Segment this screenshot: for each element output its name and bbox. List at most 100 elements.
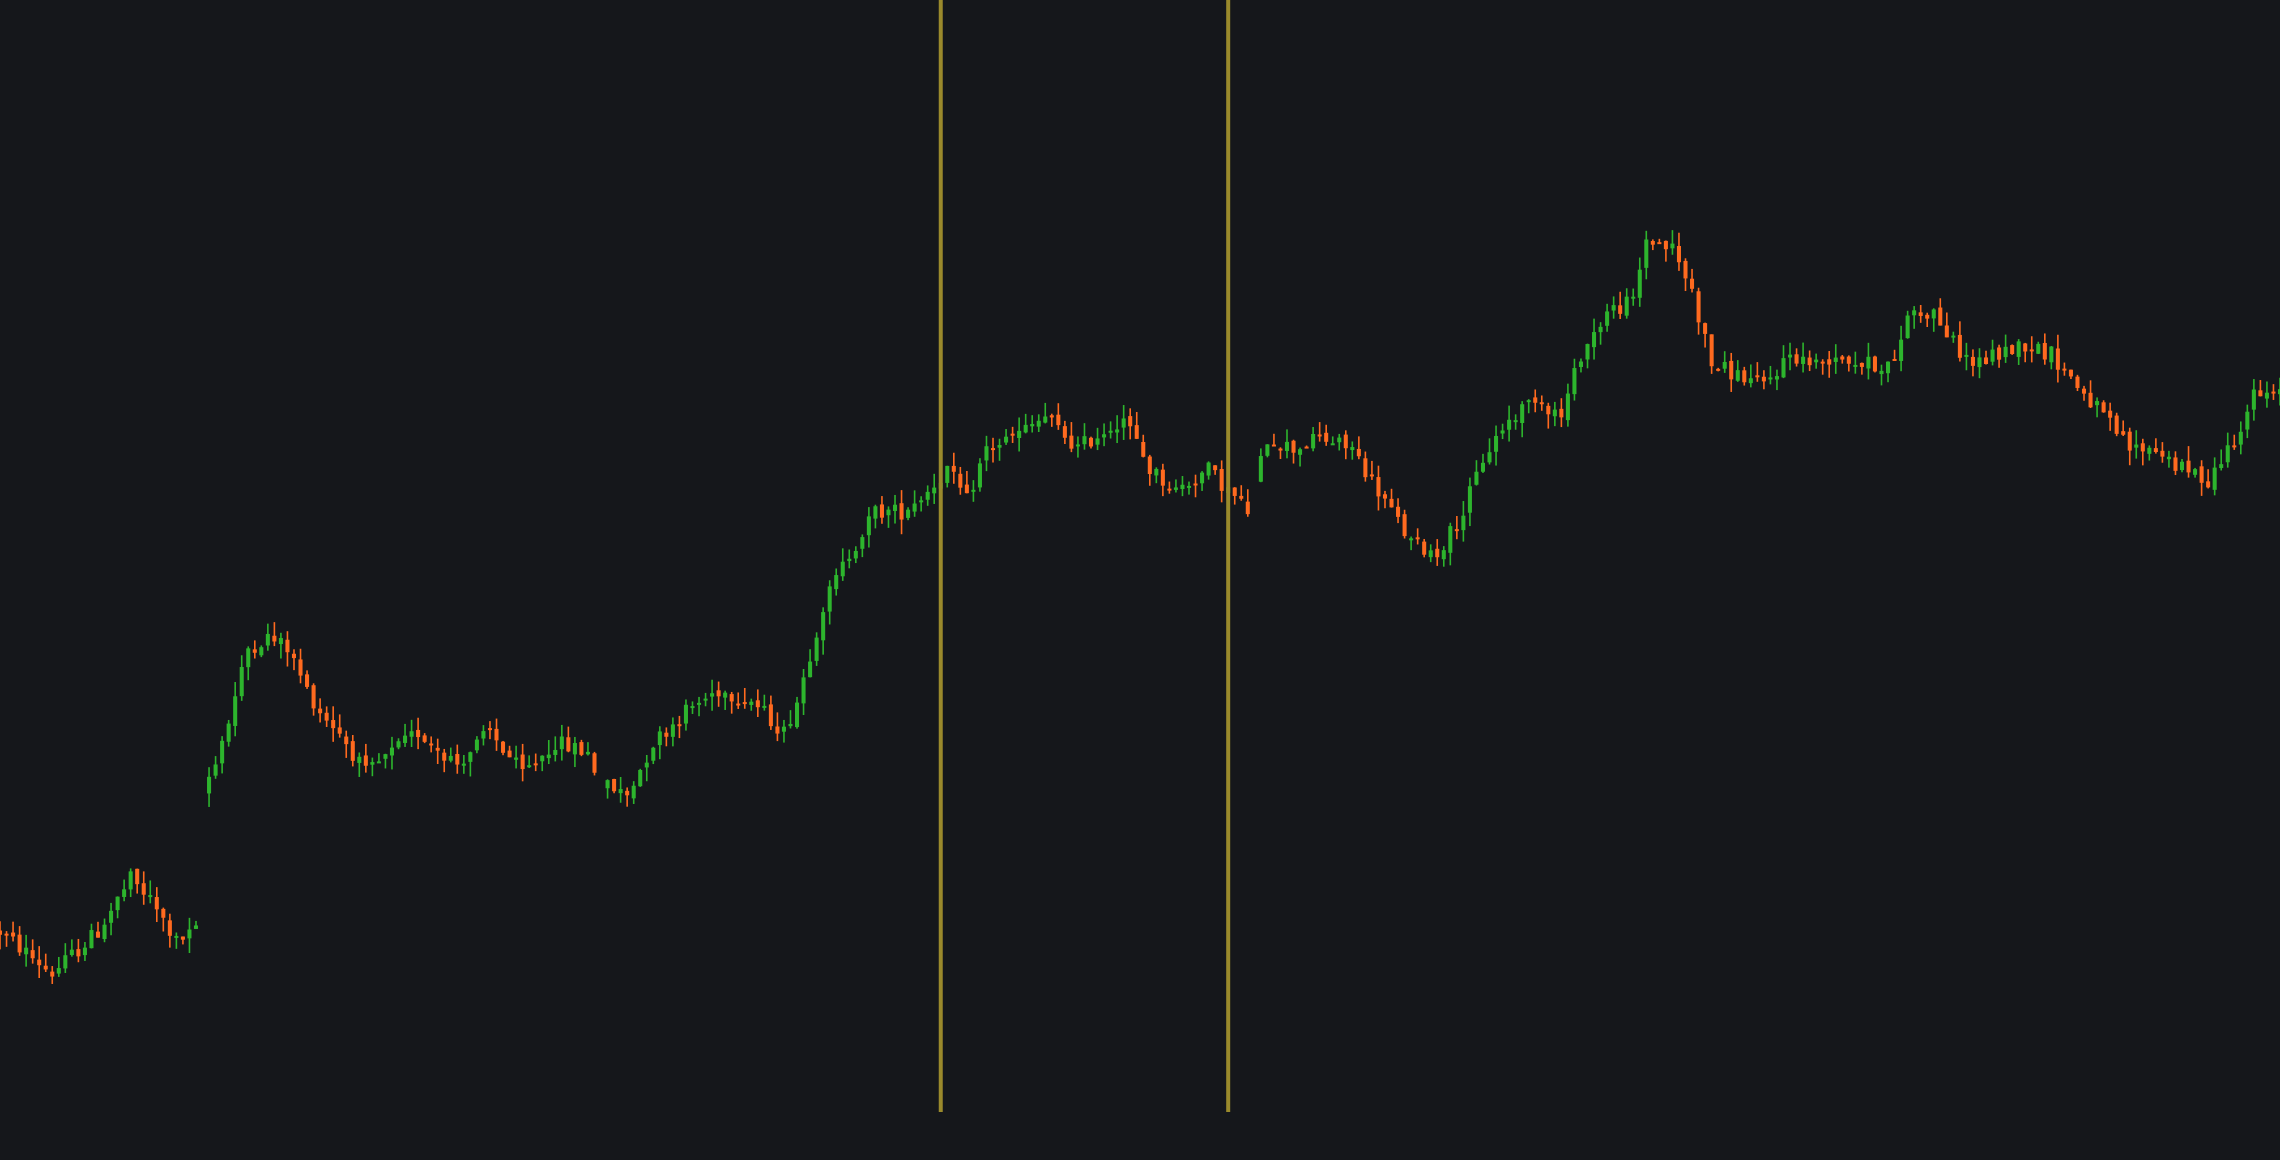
candle-down: [30, 950, 35, 959]
candle-up: [1017, 430, 1022, 438]
candle-up: [945, 465, 950, 483]
candle-up: [1833, 357, 1838, 362]
candle-down: [1696, 291, 1701, 323]
candle-down: [11, 932, 16, 937]
candle-down: [337, 727, 342, 734]
candle-up: [220, 740, 225, 764]
candle-down: [487, 728, 492, 731]
candle-down: [1343, 434, 1348, 449]
candle-up: [115, 896, 120, 911]
candle-down: [2127, 431, 2132, 451]
candle-down: [1304, 446, 1309, 449]
candle-down: [1134, 425, 1139, 439]
candle-up: [2036, 343, 2041, 354]
candle-up: [89, 930, 94, 949]
candle-down: [1709, 334, 1714, 367]
candle-down: [2075, 376, 2080, 388]
candle-up: [997, 445, 1002, 448]
candle-down: [350, 741, 355, 761]
candle-down: [1402, 514, 1407, 537]
candle-down: [1382, 494, 1388, 499]
candle-up: [1409, 538, 1414, 541]
candle-down: [1918, 312, 1923, 316]
candle-up: [24, 947, 29, 955]
candle-up: [207, 776, 212, 794]
candle-up: [2166, 456, 2171, 460]
candle-up: [1500, 430, 1505, 434]
candle-up: [690, 706, 695, 709]
candle-up: [2245, 411, 2250, 430]
candle-down: [1820, 361, 1825, 364]
candle-up: [651, 747, 656, 761]
candle-up: [1801, 356, 1806, 364]
candle-up: [389, 747, 395, 756]
candle-up: [1043, 416, 1048, 423]
candle-up: [546, 754, 551, 759]
candle-up: [1598, 326, 1603, 333]
candle-up: [873, 506, 878, 519]
candle-down: [272, 635, 277, 642]
candle-up: [1899, 339, 1904, 361]
candle-up: [1670, 243, 1675, 249]
candle-up: [122, 889, 127, 897]
candle-up: [56, 968, 61, 974]
candle-up: [2238, 431, 2243, 445]
candle-up: [1735, 370, 1740, 381]
candle-up: [2225, 445, 2230, 463]
candle-down: [2199, 466, 2204, 483]
candle-down: [1278, 448, 1283, 451]
candle-down: [435, 747, 440, 751]
candle-down: [416, 729, 421, 738]
candle-up: [1023, 424, 1028, 433]
vertical-markers-layer: [938, 0, 1231, 1112]
candle-up: [1030, 424, 1035, 427]
candle-down: [161, 908, 166, 918]
candle-down: [1827, 359, 1832, 365]
candle-down: [755, 700, 760, 708]
candle-up: [246, 648, 251, 668]
candle-up: [1866, 356, 1871, 369]
candle-down: [43, 965, 48, 970]
candle-down: [1690, 278, 1695, 289]
candle-down: [1389, 498, 1394, 508]
candle-up: [357, 756, 362, 763]
candle-down: [1872, 356, 1877, 372]
candle-down: [612, 779, 617, 792]
candle-up: [193, 925, 199, 929]
candle-up: [2003, 346, 2008, 358]
candle-up: [403, 735, 408, 743]
candle-up: [762, 705, 767, 708]
candle-up: [2264, 392, 2269, 399]
candle-up: [834, 575, 839, 590]
candle-up: [265, 633, 270, 646]
candle-up: [213, 764, 218, 776]
candle-down: [1794, 354, 1799, 364]
candle-up: [102, 924, 107, 940]
candle-up: [1977, 357, 1982, 368]
candle-up: [1722, 361, 1727, 369]
candle-up: [723, 692, 728, 698]
candle-down: [17, 934, 22, 953]
candle-up: [1480, 462, 1486, 472]
candle-up: [906, 509, 911, 518]
candle-down: [429, 743, 434, 746]
candle-down: [2232, 445, 2237, 448]
candle-down: [2042, 343, 2047, 360]
candle-up: [474, 739, 479, 751]
candle-down: [2055, 348, 2060, 370]
candle-down: [2010, 345, 2015, 355]
candle-down: [1755, 375, 1760, 378]
candle-up: [1585, 344, 1590, 360]
candle-up: [1036, 420, 1041, 427]
candle-up: [1951, 335, 1956, 338]
candle-up: [461, 763, 466, 766]
candle-up: [703, 698, 708, 701]
candle-down: [716, 690, 721, 697]
candle-up: [840, 561, 845, 577]
candle-down: [154, 897, 159, 910]
candle-up: [1200, 472, 1205, 484]
candle-down: [4, 933, 9, 936]
candle-down: [1291, 440, 1296, 453]
candle-up: [226, 723, 231, 742]
